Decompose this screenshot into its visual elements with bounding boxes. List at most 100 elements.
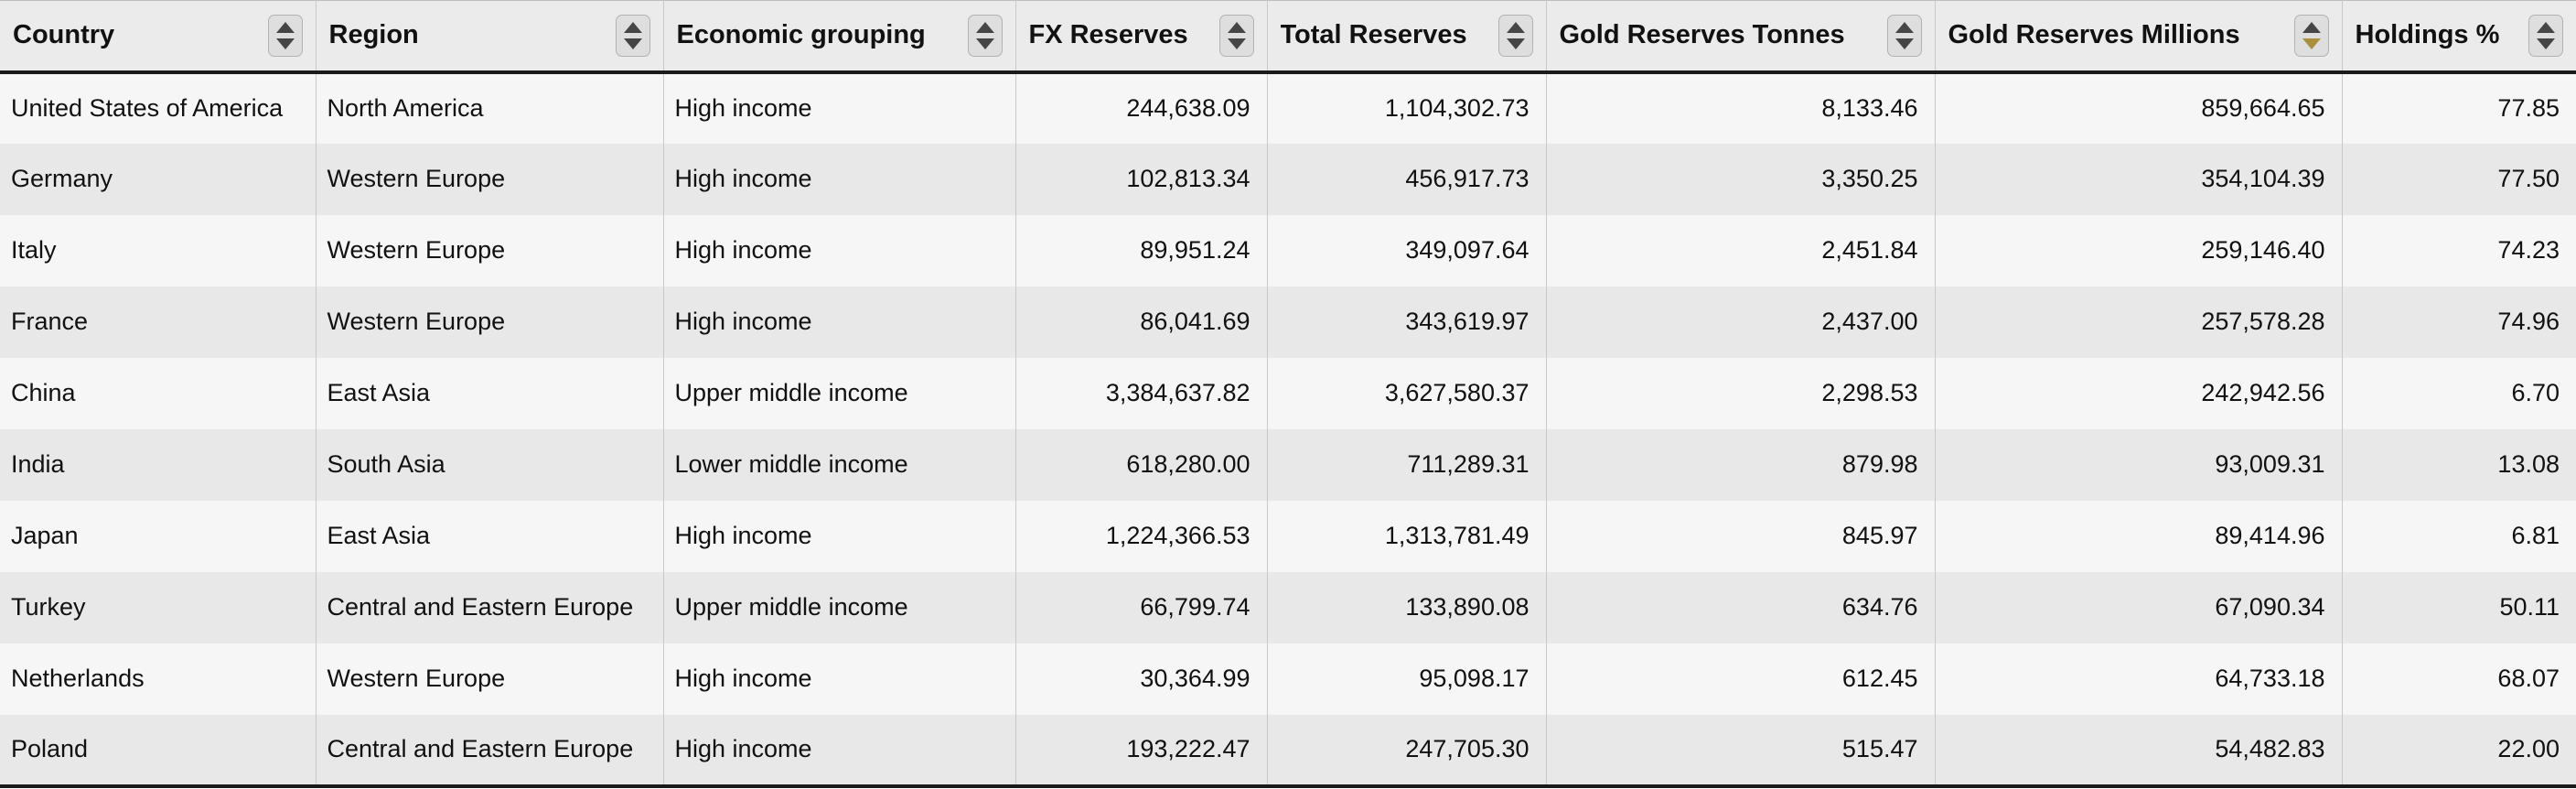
cell-gold-reserves-tonnes: 2,298.53	[1546, 357, 1936, 429]
cell-economic-grouping: High income	[663, 500, 1016, 572]
sort-descending-icon	[623, 38, 642, 49]
sort-descending-icon	[275, 38, 295, 49]
table-row: India South Asia Lower middle income 618,28…	[0, 428, 2576, 501]
cell-economic-grouping: High income	[663, 214, 1016, 286]
cell-country: Netherlands	[0, 643, 317, 715]
cell-gold-reserves-tonnes: 612.45	[1546, 643, 1936, 715]
cell-region: Central and Eastern Europe	[316, 714, 664, 788]
sort-descending-icon	[2302, 38, 2321, 49]
column-header-gold-reserves-millions[interactable]: Gold Reserves Millions	[1935, 0, 2343, 74]
sort-button-region[interactable]	[615, 14, 650, 57]
cell-economic-grouping: High income	[663, 714, 1016, 788]
table-row: Italy Western Europe High income 89,951.24 3…	[0, 214, 2576, 286]
sort-button-economic-grouping[interactable]	[967, 14, 1003, 57]
cell-gold-reserves-millions: 89,414.96	[1935, 500, 2343, 572]
cell-gold-reserves-millions: 354,104.39	[1935, 143, 2343, 215]
cell-economic-grouping: High income	[663, 286, 1016, 358]
column-header-content: Gold Reserves Millions	[1948, 14, 2329, 57]
sort-button-holdings[interactable]	[2528, 14, 2563, 57]
sort-ascending-icon	[1894, 21, 1914, 33]
cell-region: Western Europe	[316, 143, 664, 215]
cell-gold-reserves-tonnes: 2,437.00	[1546, 286, 1936, 358]
table-row: Turkey Central and Eastern Europe Upper mi…	[0, 571, 2576, 643]
cell-country: Japan	[0, 500, 317, 572]
cell-gold-reserves-tonnes: 845.97	[1546, 500, 1936, 572]
cell-country: Germany	[0, 143, 317, 215]
table-row: Poland Central and Eastern Europe High inc…	[0, 714, 2576, 788]
cell-holdings: 50.11	[2342, 571, 2576, 643]
table-row: France Western Europe High income 86,041.69…	[0, 286, 2576, 358]
column-header-gold-reserves-tonnes[interactable]: Gold Reserves Tonnes	[1546, 0, 1936, 74]
cell-gold-reserves-tonnes: 634.76	[1546, 571, 1936, 643]
sort-button-gold-reserves-tonnes[interactable]	[1886, 14, 1922, 57]
cell-gold-reserves-millions: 259,146.40	[1935, 214, 2343, 286]
cell-holdings: 74.23	[2342, 214, 2576, 286]
cell-total-reserves: 1,104,302.73	[1267, 71, 1547, 144]
cell-economic-grouping: Lower middle income	[663, 428, 1016, 501]
sort-ascending-icon	[2537, 21, 2555, 33]
sort-button-fx-reserves[interactable]	[1218, 14, 1254, 57]
cell-fx-reserves: 102,813.34	[1015, 143, 1268, 215]
table-row: Japan East Asia High income 1,224,366.53 1,3…	[0, 500, 2576, 572]
cell-fx-reserves: 66,799.74	[1015, 571, 1268, 643]
table-body: United States of America North America Hig…	[0, 71, 2576, 788]
column-header-content: Country	[13, 14, 303, 57]
column-header-content: Gold Reserves Tonnes	[1559, 14, 1922, 57]
header-row: Country Region Economic grouping FX Reserve…	[0, 0, 2576, 74]
column-header-content: Holdings %	[2355, 14, 2563, 57]
sort-button-gold-reserves-millions[interactable]	[2293, 14, 2329, 57]
column-label: Holdings %	[2355, 20, 2500, 50]
cell-country: Italy	[0, 214, 317, 286]
column-header-country[interactable]: Country	[0, 0, 317, 74]
column-label: Country	[13, 20, 115, 50]
cell-total-reserves: 711,289.31	[1267, 428, 1547, 501]
cell-economic-grouping: High income	[663, 143, 1016, 215]
cell-gold-reserves-millions: 242,942.56	[1935, 357, 2343, 429]
cell-holdings: 13.08	[2342, 428, 2576, 501]
cell-country: Turkey	[0, 571, 317, 643]
sort-button-country[interactable]	[267, 14, 303, 57]
cell-gold-reserves-millions: 67,090.34	[1935, 571, 2343, 643]
cell-region: South Asia	[316, 428, 664, 501]
column-header-fx-reserves[interactable]: FX Reserves	[1015, 0, 1268, 74]
cell-holdings: 74.96	[2342, 286, 2576, 358]
cell-total-reserves: 95,098.17	[1267, 643, 1547, 715]
sort-button-total-reserves[interactable]	[1497, 14, 1533, 57]
cell-fx-reserves: 193,222.47	[1015, 714, 1268, 788]
column-header-holdings[interactable]: Holdings %	[2342, 0, 2576, 74]
column-label: Gold Reserves Tonnes	[1559, 20, 1845, 50]
sort-ascending-icon	[1506, 21, 1525, 33]
cell-region: Central and Eastern Europe	[316, 571, 664, 643]
column-label: FX Reserves	[1028, 20, 1188, 50]
column-header-economic-grouping[interactable]: Economic grouping	[663, 0, 1016, 74]
table-row: Germany Western Europe High income 102,813.…	[0, 143, 2576, 215]
column-header-content: Region	[329, 14, 650, 57]
column-label: Economic grouping	[676, 20, 926, 50]
sort-descending-icon	[2537, 38, 2555, 49]
sort-ascending-icon	[623, 21, 642, 33]
sort-descending-icon	[1894, 38, 1914, 49]
column-header-content: FX Reserves	[1028, 14, 1254, 57]
cell-total-reserves: 456,917.73	[1267, 143, 1547, 215]
column-header-content: Total Reserves	[1281, 14, 1533, 57]
cell-holdings: 6.70	[2342, 357, 2576, 429]
column-header-region[interactable]: Region	[316, 0, 664, 74]
cell-total-reserves: 343,619.97	[1267, 286, 1547, 358]
cell-economic-grouping: Upper middle income	[663, 357, 1016, 429]
cell-country: France	[0, 286, 317, 358]
sort-ascending-icon	[275, 21, 295, 33]
cell-total-reserves: 349,097.64	[1267, 214, 1547, 286]
cell-gold-reserves-tonnes: 2,451.84	[1546, 214, 1936, 286]
cell-total-reserves: 3,627,580.37	[1267, 357, 1547, 429]
cell-gold-reserves-tonnes: 515.47	[1546, 714, 1936, 788]
cell-country: Poland	[0, 714, 317, 788]
cell-fx-reserves: 618,280.00	[1015, 428, 1268, 501]
cell-gold-reserves-millions: 64,733.18	[1935, 643, 2343, 715]
cell-region: East Asia	[316, 500, 664, 572]
cell-gold-reserves-tonnes: 8,133.46	[1546, 71, 1936, 144]
column-header-total-reserves[interactable]: Total Reserves	[1267, 0, 1547, 74]
table-header: Country Region Economic grouping FX Reserve…	[0, 0, 2576, 74]
sort-descending-icon	[975, 38, 994, 49]
cell-fx-reserves: 30,364.99	[1015, 643, 1268, 715]
